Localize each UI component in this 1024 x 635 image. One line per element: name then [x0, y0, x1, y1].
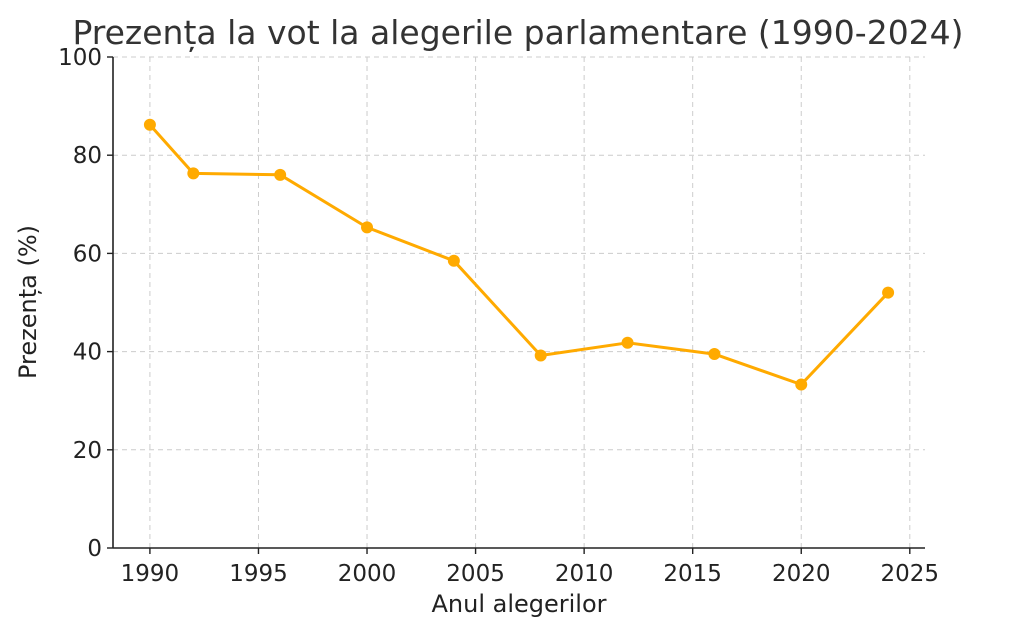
series-line: [148, 123, 890, 386]
y-tick-label: 20: [73, 438, 102, 464]
data-point: [187, 167, 200, 180]
data-point: [708, 348, 721, 361]
y-tick-label: 0: [87, 536, 102, 562]
x-tick-label: 2015: [663, 561, 722, 587]
y-tick-label: 100: [58, 45, 102, 71]
y-tick-label: 60: [73, 241, 102, 267]
x-tick-label: 1995: [229, 561, 288, 587]
data-point: [361, 221, 374, 234]
x-tick-label: 2005: [446, 561, 505, 587]
y-tick-label: 40: [73, 340, 102, 366]
x-tick-label: 2020: [772, 561, 831, 587]
y-axis-label: Prezența (%): [14, 225, 42, 379]
x-axis-label: Anul alegerilor: [431, 590, 606, 618]
x-tick-label: 1990: [121, 561, 180, 587]
y-tick-label: 80: [73, 143, 102, 169]
data-point: [274, 168, 287, 181]
ticks: 1990 1995 2000 2005 2010 2015 2020 2025 0 20 40 60 8…: [58, 45, 939, 587]
data-point: [447, 254, 460, 267]
x-tick-label: 2025: [881, 561, 940, 587]
grid-lines: [113, 56, 925, 548]
data-point: [534, 349, 547, 362]
chart-title: Prezența la vot la alegerile parlamentar…: [72, 13, 963, 53]
data-point: [882, 286, 895, 299]
x-tick-label: 2010: [555, 561, 614, 587]
series: [143, 118, 895, 391]
data-point: [621, 336, 634, 349]
axes: [112, 57, 925, 549]
x-tick-label: 2000: [338, 561, 397, 587]
data-point: [795, 378, 808, 391]
data-point: [143, 118, 156, 131]
